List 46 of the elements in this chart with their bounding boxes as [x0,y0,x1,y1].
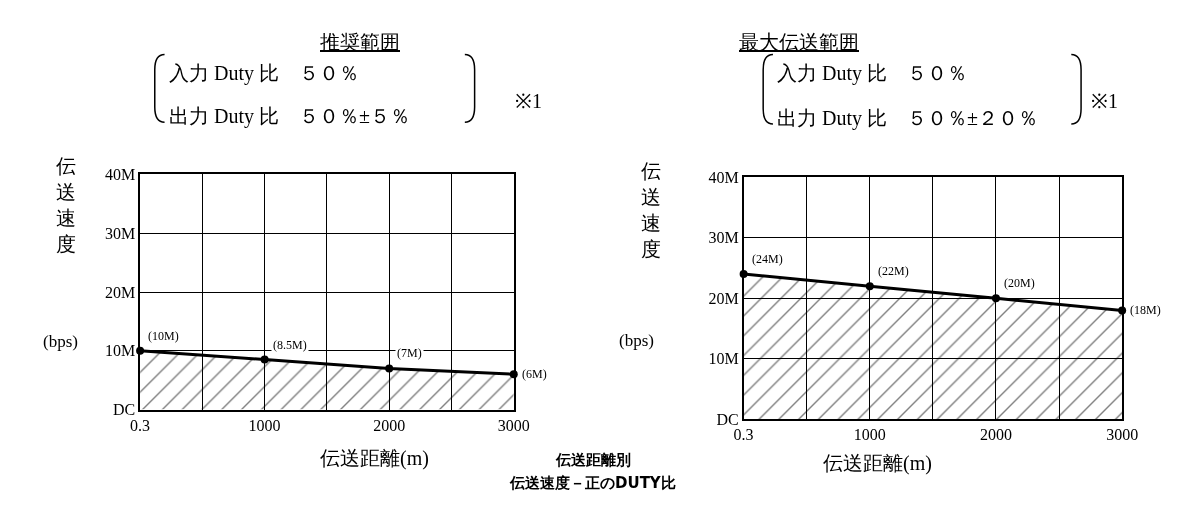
y-axis-title: 伝送速度 [56,155,76,255]
text: ※1 [515,90,542,112]
chart-title: 推奨範囲 [320,31,400,53]
y-tick-label: 30M [708,229,739,247]
x-tick-label: 1000 [853,426,886,444]
data-label: (8.5M) [273,338,307,352]
text: 出力 Duty 比 ５０％±５％ [169,105,410,128]
text: (bps) [43,332,78,351]
point [991,294,1000,303]
x-tick-label: 3000 [1106,426,1139,444]
text: 出力 Duty 比 ５０％±２０％ [777,107,1038,130]
y-tick-label: DC [112,401,136,419]
y-tick-label: 40M [104,166,136,184]
text: 伝送距離別 [555,451,631,469]
x-tick-label: 1000 [248,416,281,434]
y-tick-label: 40M [708,168,739,186]
data-label: (10M) [148,329,179,343]
y-tick-label: 30M [104,224,136,242]
data-label: (7M) [397,346,422,360]
x-tick-label: 0.3 [733,426,754,444]
text: (bps) [619,331,654,350]
chart-title: 最大伝送範囲 [739,31,859,53]
x-tick-label: 0.3 [130,416,151,434]
y-tick-label: 10M [708,350,739,368]
chart-subtitle: 入力 Duty 比 ５０％ [777,62,967,85]
chart-subtitle: 入力 Duty 比 ５０％ [169,62,359,85]
y-tick-label: DC [716,410,739,428]
y-axis-title: 伝送速度 [641,160,661,260]
x-axis-title: 伝送距離(m) [823,452,932,475]
data-label: (6M) [522,367,547,381]
y-tick-label: 20M [708,289,739,307]
data-label: (22M) [878,264,909,278]
x-tick-label: 3000 [497,416,530,434]
x-tick-label: 2000 [979,426,1012,444]
y-tick-label: 10M [104,342,136,360]
point [385,364,394,373]
y-tick-label: 20M [104,283,136,301]
data-label: (20M) [1004,276,1035,290]
text: ※1 [1091,90,1118,112]
point [865,282,874,291]
x-tick-label: 2000 [373,416,406,434]
text: 伝送速度－正のDUTY比 [509,474,676,492]
point [260,355,269,364]
data-label: (18M) [1130,303,1161,317]
data-label: (24M) [752,252,783,266]
x-axis-title: 伝送距離(m) [320,447,429,470]
